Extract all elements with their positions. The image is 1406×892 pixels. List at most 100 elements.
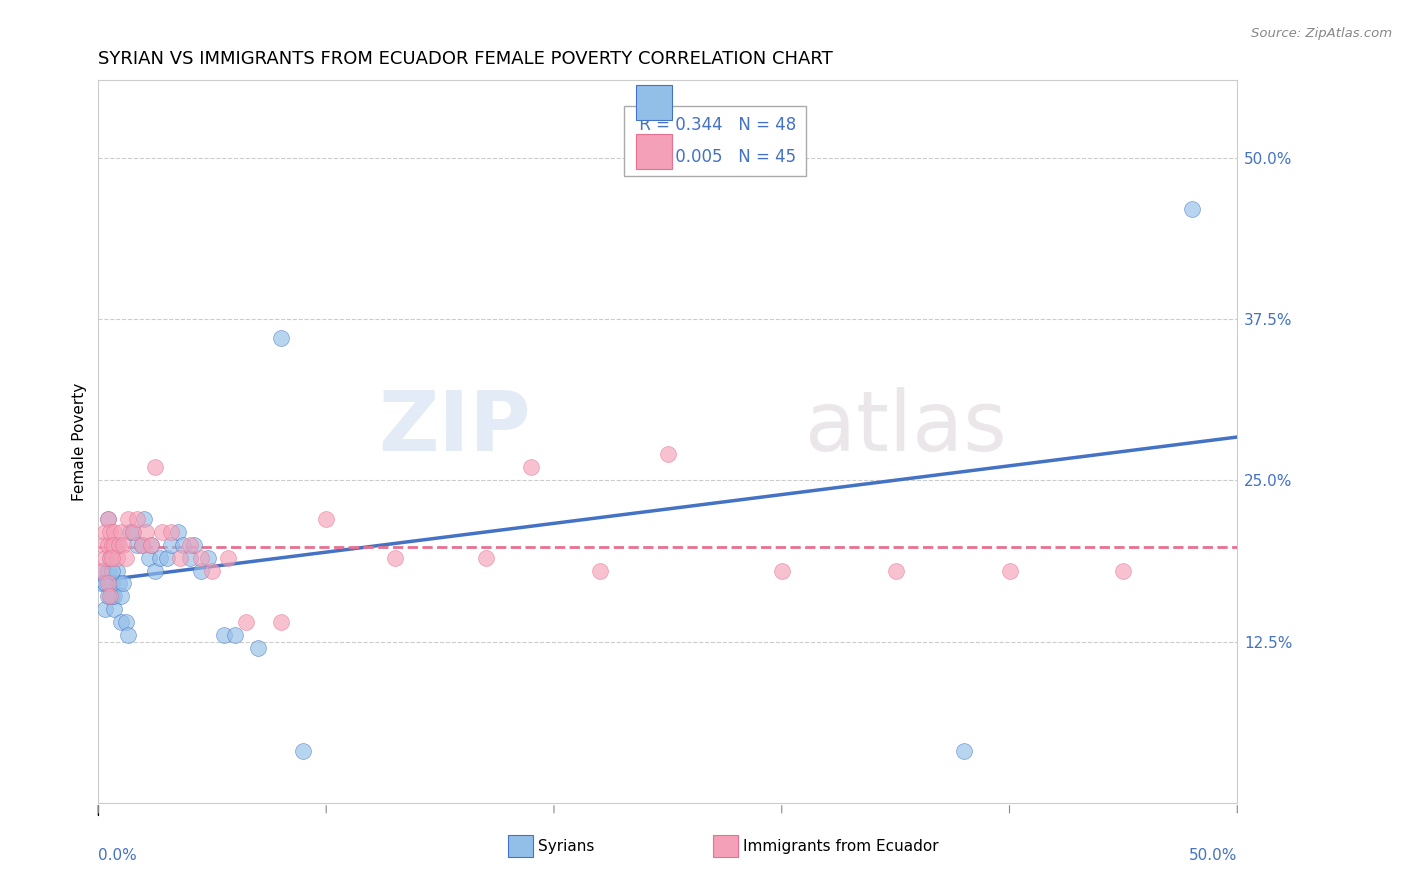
Point	[91, 538, 114, 552]
Point	[657, 447, 679, 461]
Text: Source: ZipAtlas.com: Source: ZipAtlas.com	[1251, 27, 1392, 40]
Point	[315, 512, 337, 526]
Point	[139, 538, 162, 552]
Point	[96, 576, 118, 591]
Point	[212, 628, 235, 642]
Point	[105, 564, 128, 578]
Point	[132, 512, 155, 526]
Point	[117, 628, 139, 642]
Point	[384, 550, 406, 565]
Point	[114, 550, 136, 565]
Point	[160, 524, 183, 539]
Point	[224, 628, 246, 642]
Point	[98, 524, 121, 539]
Point	[112, 576, 135, 591]
Text: R = 0.344   N = 48
 R = 0.005   N = 45: R = 0.344 N = 48 R = 0.005 N = 45	[634, 117, 796, 167]
Point	[520, 460, 543, 475]
Point	[135, 524, 157, 539]
Point	[94, 550, 117, 565]
Point	[103, 524, 125, 539]
Point	[1181, 202, 1204, 217]
Point	[167, 524, 190, 539]
Point	[1112, 564, 1135, 578]
Point	[110, 590, 132, 604]
Point	[179, 538, 201, 552]
Point	[94, 576, 117, 591]
Point	[588, 564, 610, 578]
FancyBboxPatch shape	[713, 835, 738, 857]
Text: 50.0%: 50.0%	[1189, 848, 1237, 863]
Point	[149, 550, 172, 565]
Point	[108, 576, 131, 591]
Point	[474, 550, 496, 565]
Point	[110, 524, 132, 539]
Point	[94, 576, 117, 591]
Point	[131, 538, 153, 552]
Point	[169, 550, 191, 565]
Point	[246, 640, 269, 655]
Point	[998, 564, 1021, 578]
Point	[160, 538, 183, 552]
Point	[90, 564, 112, 578]
Point	[292, 744, 315, 758]
Point	[172, 538, 194, 552]
Point	[150, 524, 173, 539]
Point	[131, 538, 153, 552]
Text: Syrians: Syrians	[538, 838, 595, 854]
Point	[96, 564, 118, 578]
Point	[101, 564, 124, 578]
Point	[101, 538, 124, 552]
Point	[90, 576, 112, 591]
Point	[91, 564, 114, 578]
Point	[108, 538, 131, 552]
Point	[190, 550, 212, 565]
Point	[121, 524, 143, 539]
Point	[112, 538, 135, 552]
Point	[127, 538, 149, 552]
Point	[94, 524, 117, 539]
FancyBboxPatch shape	[509, 835, 533, 857]
Point	[105, 550, 128, 565]
Point	[96, 512, 118, 526]
Text: 0.0%: 0.0%	[98, 848, 138, 863]
Point	[105, 538, 128, 552]
Y-axis label: Female Poverty: Female Poverty	[72, 383, 87, 500]
Point	[98, 590, 121, 604]
Point	[121, 524, 143, 539]
Point	[953, 744, 976, 758]
Point	[101, 550, 124, 565]
Point	[770, 564, 793, 578]
Point	[183, 538, 205, 552]
Point	[190, 564, 212, 578]
Point	[120, 524, 142, 539]
Point	[145, 564, 167, 578]
Point	[96, 538, 118, 552]
Point	[96, 512, 118, 526]
Point	[114, 615, 136, 630]
Point	[179, 550, 201, 565]
Point	[139, 538, 162, 552]
Point	[156, 550, 179, 565]
Point	[884, 564, 907, 578]
Point	[101, 590, 124, 604]
Point	[217, 550, 239, 565]
Point	[98, 576, 121, 591]
Point	[235, 615, 257, 630]
Point	[117, 512, 139, 526]
Point	[197, 550, 219, 565]
Text: SYRIAN VS IMMIGRANTS FROM ECUADOR FEMALE POVERTY CORRELATION CHART: SYRIAN VS IMMIGRANTS FROM ECUADOR FEMALE…	[98, 50, 834, 68]
Point	[201, 564, 224, 578]
Point	[110, 615, 132, 630]
Point	[103, 538, 125, 552]
Point	[94, 602, 117, 616]
Point	[138, 550, 160, 565]
Point	[98, 590, 121, 604]
Text: atlas: atlas	[804, 386, 1007, 467]
Text: ZIP: ZIP	[378, 386, 531, 467]
Point	[101, 576, 124, 591]
FancyBboxPatch shape	[636, 135, 672, 169]
Point	[127, 512, 149, 526]
Point	[103, 602, 125, 616]
Text: Immigrants from Ecuador: Immigrants from Ecuador	[742, 838, 939, 854]
Point	[103, 590, 125, 604]
